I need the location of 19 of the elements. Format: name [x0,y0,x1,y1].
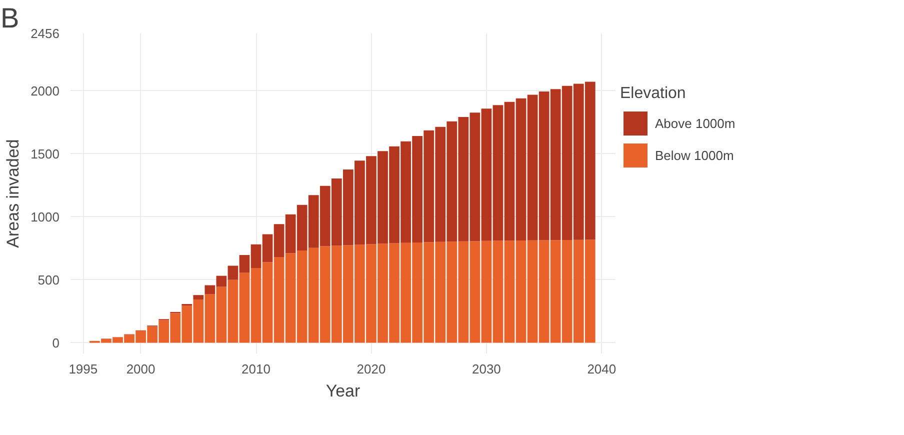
y-tick-label: 500 [38,272,60,288]
y-tick-label: 0 [52,335,60,350]
legend-label: Below 1000m [655,146,734,164]
bar [193,295,204,300]
y-tick-label: 1500 [30,146,60,162]
legend-label: Above 1000m [655,114,736,132]
text: B [0,2,20,34]
x-tick-label: 2020 [356,362,386,376]
x-axis-title: Year [326,382,361,400]
y-tick-label: 2000 [30,83,60,98]
y-tick-label: 2456 [30,26,60,41]
x-tick-label: 2000 [126,362,156,376]
y-tick-label: 1000 [30,209,60,224]
x-tick-label: 2010 [242,362,270,376]
x-tick-label: 2040 [587,362,616,376]
y-axis-title: Areas invaded [4,139,23,248]
x-tick-label: 2030 [472,362,501,376]
x-tick-label: 1995 [68,362,98,376]
legend-title: Elevation [620,85,687,103]
